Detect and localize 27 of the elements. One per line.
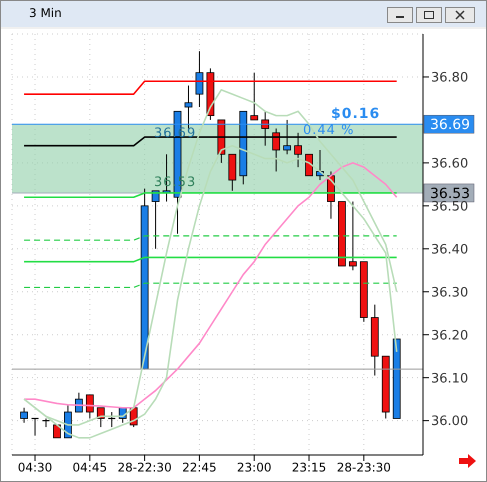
y-tick-label: 36.10 xyxy=(431,371,468,386)
y-tick-label: 36.50 xyxy=(431,199,468,214)
x-tick-label: 23:15 xyxy=(292,460,326,475)
candlestick xyxy=(74,392,83,413)
x-tick-label: 22:45 xyxy=(182,460,217,475)
x-tick-label: 23:00 xyxy=(236,460,272,475)
y-tick-label: 36.30 xyxy=(431,285,468,300)
candlestick xyxy=(53,424,61,438)
candlestick xyxy=(305,154,313,176)
candlestick xyxy=(348,201,357,271)
x-tick-label: 04:45 xyxy=(72,460,108,475)
y-tick-label: 36.00 xyxy=(431,414,468,430)
x-tick-label: 28-22:30 xyxy=(118,460,172,475)
chart-title: 3 Min xyxy=(29,6,62,20)
candlestick xyxy=(250,72,258,120)
candlestick xyxy=(20,407,28,424)
y-tick-label: 36.60 xyxy=(431,156,468,172)
x-tick-label: 04:30 xyxy=(18,460,52,475)
y-tick-label: 36.40 xyxy=(431,242,468,258)
annotation: 0.44 % xyxy=(303,123,354,138)
annotation: $0.16 xyxy=(331,106,380,122)
candlestick xyxy=(196,50,204,108)
y-tick-label: 36.80 xyxy=(431,70,468,86)
y-tick-label: 36.20 xyxy=(431,328,468,344)
x-tick-label: 28-23:30 xyxy=(336,460,391,475)
ref-line-label: 36.69 xyxy=(430,117,470,134)
ref-line-label: 36.53 xyxy=(430,186,470,202)
